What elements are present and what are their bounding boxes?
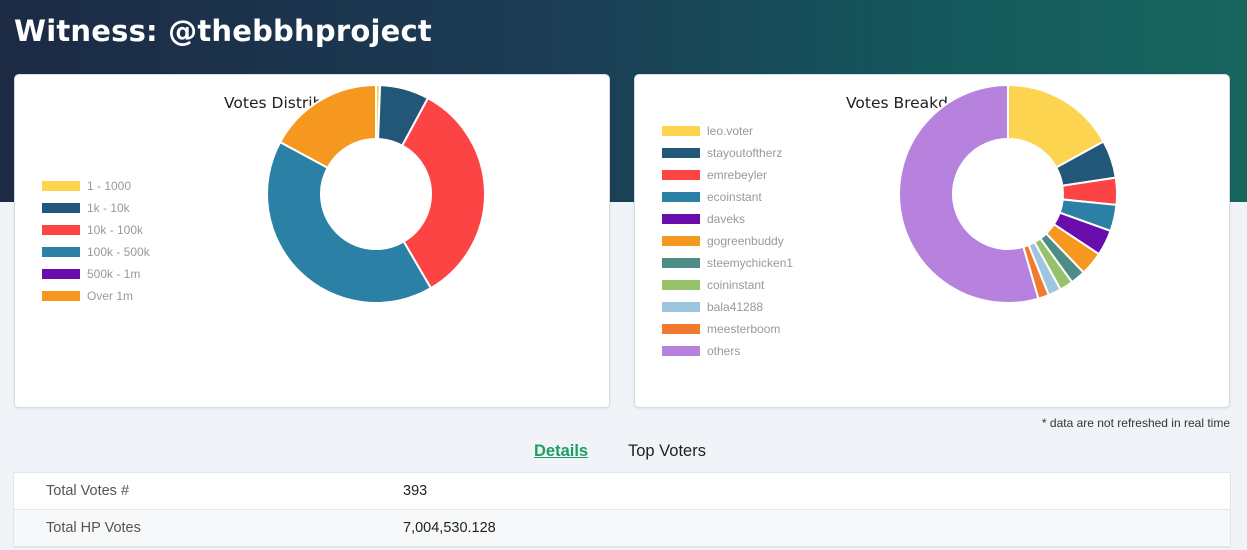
legend-label: 10k - 100k <box>87 223 144 237</box>
legend-item-over-1m[interactable]: Over 1m <box>42 285 150 307</box>
legend-item-emrebeyler[interactable]: emrebeyler <box>662 164 793 186</box>
legend-item-bala41288[interactable]: bala41288 <box>662 296 793 318</box>
legend-item-leo-voter[interactable]: leo.voter <box>662 120 793 142</box>
legend-swatch <box>662 280 700 290</box>
legend-swatch <box>662 236 700 246</box>
legend-swatch <box>662 126 700 136</box>
legend-swatch <box>662 302 700 312</box>
legend-swatch <box>662 214 700 224</box>
legend-label: bala41288 <box>707 300 764 314</box>
legend-label: others <box>707 344 741 358</box>
legend-item-daveks[interactable]: daveks <box>662 208 793 230</box>
row-value: 7,004,530.128 <box>403 520 496 536</box>
legend-swatch <box>662 170 700 180</box>
legend-swatch <box>662 324 700 334</box>
votes-breakdown-donut <box>898 83 1118 304</box>
page-title: Witness: @thebbhproject <box>14 14 432 48</box>
tab-details[interactable]: Details <box>534 442 589 460</box>
legend-swatch <box>42 269 80 279</box>
legend-swatch <box>42 291 80 301</box>
legend-swatch <box>42 181 80 191</box>
slice-10k-100k[interactable] <box>400 96 486 290</box>
legend-swatch <box>42 203 80 213</box>
legend-label: steemychicken1 <box>707 256 794 270</box>
row-value: 393 <box>403 483 428 499</box>
legend-swatch <box>662 258 700 268</box>
votes-breakdown-card: Votes Breakdown (HP) leo.voter stayoutoft… <box>634 74 1230 408</box>
slice-100k-500k[interactable] <box>266 140 433 304</box>
legend-label: stayoutoftherz <box>707 146 783 160</box>
legend-item-10k-100k[interactable]: 10k - 100k <box>42 219 150 241</box>
legend-item-500k-1m[interactable]: 500k - 1m <box>42 263 150 285</box>
legend-swatch <box>662 148 700 158</box>
legend-item-others[interactable]: others <box>662 340 793 362</box>
legend-swatch <box>42 225 80 235</box>
row-label: Total HP Votes <box>46 520 141 536</box>
chart-legend: 1 - 1000 1k - 10k 10k - 100k 100k - 500k 500… <box>42 175 150 307</box>
legend-label: emrebeyler <box>707 168 768 182</box>
legend-label: leo.voter <box>707 124 754 138</box>
legend-swatch <box>662 346 700 356</box>
chart-legend: leo.voter stayoutoftherz emrebeyler ecoinst… <box>662 120 793 362</box>
legend-item-coininstant[interactable]: coininstant <box>662 274 793 296</box>
legend-item-1k-10k[interactable]: 1k - 10k <box>42 197 150 219</box>
legend-item-stayoutoftherz[interactable]: stayoutoftherz <box>662 142 793 164</box>
legend-label: meesterboom <box>707 322 781 336</box>
legend-item-meesterboom[interactable]: meesterboom <box>662 318 793 340</box>
legend-label: 1k - 10k <box>87 201 130 215</box>
legend-item-gogreenbuddy[interactable]: gogreenbuddy <box>662 230 793 252</box>
legend-item-steemychicken1[interactable]: steemychicken1 <box>662 252 793 274</box>
tab-top-voters[interactable]: Top Voters <box>628 442 706 460</box>
legend-item-1-1000[interactable]: 1 - 1000 <box>42 175 150 197</box>
legend-label: 100k - 500k <box>87 245 150 259</box>
legend-item-100k-500k[interactable]: 100k - 500k <box>42 241 150 263</box>
refresh-note: * data are not refreshed in real time <box>1041 416 1230 430</box>
details-table: Total Votes # 393 Total HP Votes 7,004,5… <box>13 472 1231 548</box>
legend-swatch <box>42 247 80 257</box>
table-row: Total HP Votes 7,004,530.128 <box>14 510 1230 547</box>
table-row: Total Votes # 393 <box>14 473 1230 510</box>
legend-label: daveks <box>707 212 746 226</box>
details-tabs: Details Top Voters <box>0 442 1247 464</box>
legend-label: gogreenbuddy <box>707 234 784 248</box>
legend-label: coininstant <box>707 278 765 292</box>
slice-over-1m[interactable] <box>278 83 377 170</box>
legend-item-ecoinstant[interactable]: ecoinstant <box>662 186 793 208</box>
legend-label: 1 - 1000 <box>87 179 132 193</box>
legend-label: ecoinstant <box>707 190 762 204</box>
slice-others[interactable] <box>898 83 1040 304</box>
legend-label: 500k - 1m <box>87 267 141 281</box>
legend-swatch <box>662 192 700 202</box>
legend-label: Over 1m <box>87 289 134 303</box>
votes-distribution-donut <box>266 83 486 304</box>
row-label: Total Votes # <box>46 483 130 499</box>
